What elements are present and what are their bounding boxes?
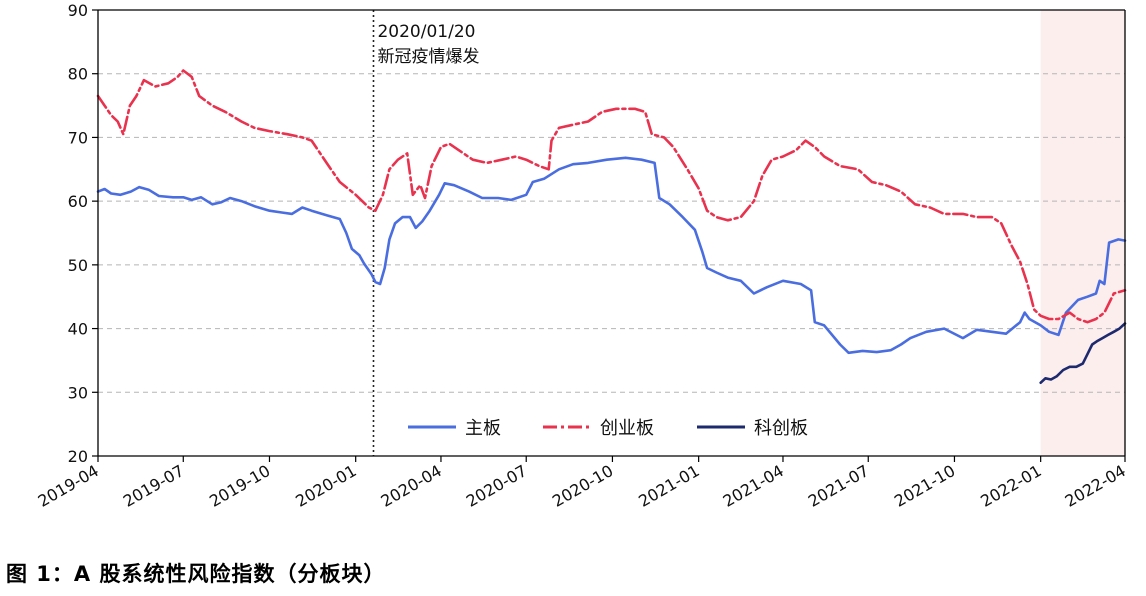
x-tick-label-2021-04: 2021-04 [720, 461, 787, 511]
legend-label-0: 主板 [465, 418, 501, 439]
x-tick-label-2021-07: 2021-07 [805, 461, 872, 511]
x-tick-label-2020-10: 2020-10 [549, 461, 616, 511]
x-tick-labels: 2019-04 2019-07 2019-10 2020-01 2020-04 2020-… [35, 461, 1129, 511]
x-tick-label-2020-07: 2020-07 [463, 461, 530, 511]
series-line-0 [96, 156, 1127, 355]
x-tick-label-2021-10: 2021-10 [891, 461, 958, 511]
y-tick-label-50: 50 [68, 256, 88, 275]
annotation-event: 新冠疫情爆发 [377, 47, 479, 67]
y-tick-label-80: 80 [68, 65, 88, 84]
axes [92, 9, 1126, 462]
y-tick-label-30: 30 [68, 383, 88, 402]
x-tick-label-2022-04: 2022-04 [1062, 461, 1129, 511]
legend: 主板 创业板 科创板 [408, 418, 808, 439]
figure-caption: 图 1：A 股系统性风险指数（分板块） [6, 562, 386, 586]
x-tick-label-2019-07: 2019-07 [120, 461, 187, 511]
y-tick-label-90: 90 [68, 1, 88, 20]
2022-shaded-region [1040, 10, 1125, 456]
series-line-1 [96, 69, 1127, 324]
legend-label-2: 科创板 [754, 418, 808, 439]
gridlines [98, 73, 1125, 393]
series-line-2 [1039, 322, 1127, 384]
legend-label-1: 创业板 [600, 418, 654, 439]
x-tick-label-2022-01: 2022-01 [977, 461, 1044, 511]
annotation-date: 2020/01/20 [377, 22, 475, 42]
series-layer [96, 69, 1127, 384]
x-tick-label-2020-04: 2020-04 [378, 461, 445, 511]
x-tick-label-2021-01: 2021-01 [635, 461, 702, 511]
y-tick-label-40: 40 [68, 320, 88, 339]
y-tick-label-70: 70 [68, 128, 88, 147]
x-tick-label-2020-01: 2020-01 [292, 461, 359, 511]
x-tick-label-2019-10: 2019-10 [206, 461, 273, 511]
y-tick-labels: 20 30 40 50 60 70 80 90 [68, 1, 88, 466]
y-tick-label-60: 60 [68, 192, 88, 211]
y-tick-label-20: 20 [68, 447, 88, 466]
x-tick-label-2019-04: 2019-04 [35, 461, 102, 511]
